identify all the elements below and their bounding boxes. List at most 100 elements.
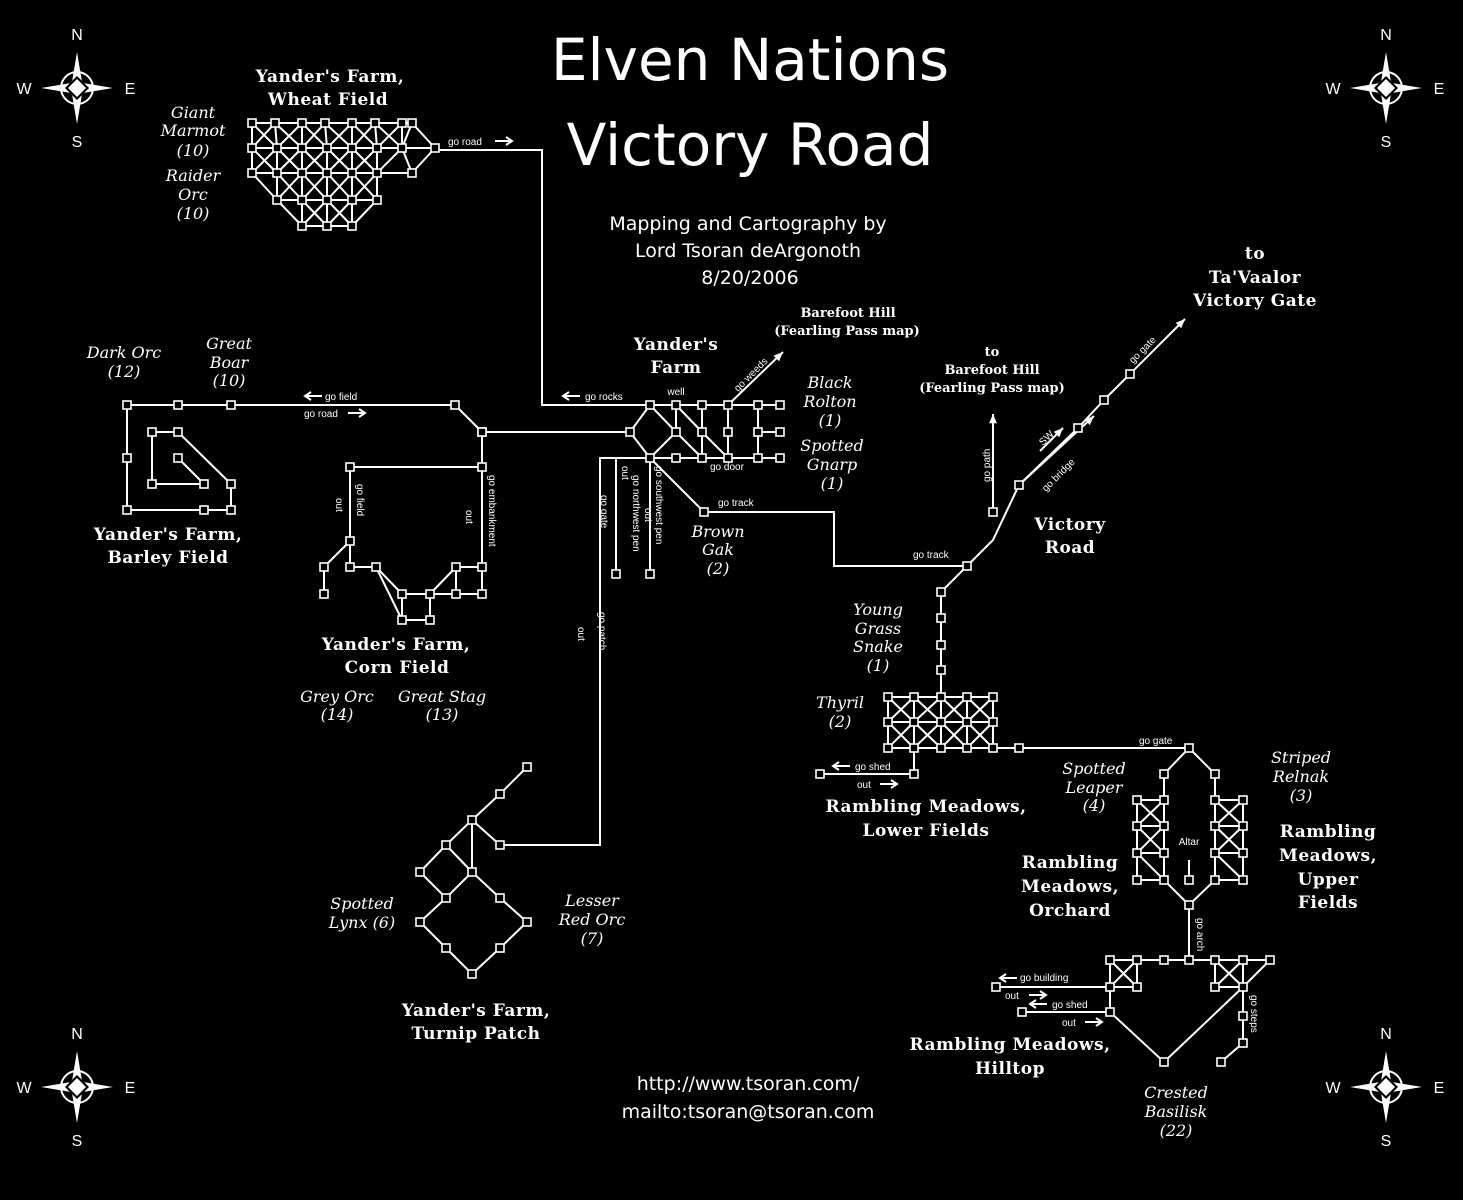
map-room[interactable] — [147, 427, 157, 437]
map-room[interactable] — [247, 118, 257, 128]
map-room[interactable] — [1184, 900, 1194, 910]
map-room[interactable] — [988, 507, 998, 517]
map-room[interactable] — [320, 118, 330, 128]
map-room[interactable] — [441, 943, 451, 953]
map-room[interactable] — [319, 589, 329, 599]
map-room[interactable] — [1238, 875, 1248, 885]
map-room[interactable] — [425, 589, 435, 599]
map-room[interactable] — [322, 195, 332, 205]
map-room[interactable] — [345, 536, 355, 546]
map-room[interactable] — [988, 743, 998, 753]
map-room[interactable] — [415, 867, 425, 877]
map-room[interactable] — [1159, 821, 1169, 831]
map-room[interactable] — [372, 168, 382, 178]
map-room[interactable] — [1099, 395, 1109, 405]
map-room[interactable] — [1132, 955, 1142, 965]
map-room[interactable] — [495, 893, 505, 903]
map-room[interactable] — [1132, 848, 1142, 858]
map-room[interactable] — [345, 462, 355, 472]
map-room[interactable] — [723, 427, 733, 437]
map-room[interactable] — [122, 400, 132, 410]
map-room[interactable] — [407, 168, 417, 178]
map-room[interactable] — [697, 427, 707, 437]
map-room[interactable] — [671, 400, 681, 410]
map-room[interactable] — [226, 400, 236, 410]
map-room[interactable] — [936, 640, 946, 650]
map-room[interactable] — [1238, 1011, 1248, 1021]
map-room[interactable] — [451, 562, 461, 572]
map-room[interactable] — [753, 400, 763, 410]
map-room[interactable] — [883, 717, 893, 727]
map-room[interactable] — [122, 505, 132, 515]
map-room[interactable] — [1238, 795, 1248, 805]
map-room[interactable] — [495, 840, 505, 850]
map-room[interactable] — [1073, 423, 1083, 433]
map-room[interactable] — [1105, 955, 1115, 965]
map-room[interactable] — [297, 195, 307, 205]
map-room[interactable] — [477, 562, 487, 572]
map-room[interactable] — [270, 118, 280, 128]
map-room[interactable] — [1210, 982, 1220, 992]
map-room[interactable] — [397, 118, 407, 128]
map-room[interactable] — [962, 692, 972, 702]
map-room[interactable] — [936, 665, 946, 675]
map-room[interactable] — [611, 569, 621, 579]
map-room[interactable] — [397, 589, 407, 599]
map-room[interactable] — [625, 427, 635, 437]
map-room[interactable] — [936, 613, 946, 623]
map-room[interactable] — [723, 400, 733, 410]
website-link[interactable]: http://www.tsoran.com/ — [637, 1073, 860, 1095]
map-room[interactable] — [430, 143, 440, 153]
map-room[interactable] — [775, 453, 785, 463]
map-room[interactable] — [467, 969, 477, 979]
map-room[interactable] — [477, 462, 487, 472]
map-room[interactable] — [1184, 875, 1194, 885]
map-room[interactable] — [371, 562, 381, 572]
map-room[interactable] — [1125, 369, 1135, 379]
map-room[interactable] — [226, 479, 236, 489]
map-room[interactable] — [753, 453, 763, 463]
map-room[interactable] — [936, 587, 946, 597]
map-room[interactable] — [272, 195, 282, 205]
map-room[interactable] — [272, 143, 282, 153]
map-room[interactable] — [322, 143, 332, 153]
map-room[interactable] — [297, 221, 307, 231]
map-room[interactable] — [522, 917, 532, 927]
map-room[interactable] — [815, 769, 825, 779]
map-room[interactable] — [671, 427, 681, 437]
map-room[interactable] — [441, 893, 451, 903]
map-room[interactable] — [477, 589, 487, 599]
map-room[interactable] — [347, 143, 357, 153]
map-room[interactable] — [1238, 1038, 1248, 1048]
map-room[interactable] — [495, 943, 505, 953]
map-room[interactable] — [753, 427, 763, 437]
map-room[interactable] — [397, 143, 407, 153]
map-room[interactable] — [1105, 1007, 1115, 1017]
map-room[interactable] — [1238, 982, 1248, 992]
map-room[interactable] — [909, 743, 919, 753]
map-room[interactable] — [1184, 743, 1194, 753]
map-room[interactable] — [775, 400, 785, 410]
map-room[interactable] — [988, 692, 998, 702]
map-room[interactable] — [450, 400, 460, 410]
map-room[interactable] — [1238, 848, 1248, 858]
map-room[interactable] — [319, 562, 329, 572]
map-room[interactable] — [372, 195, 382, 205]
map-room[interactable] — [909, 769, 919, 779]
map-room[interactable] — [297, 118, 307, 128]
map-room[interactable] — [347, 221, 357, 231]
map-room[interactable] — [883, 692, 893, 702]
map-room[interactable] — [1159, 769, 1169, 779]
map-room[interactable] — [671, 453, 681, 463]
map-room[interactable] — [1159, 848, 1169, 858]
map-room[interactable] — [272, 168, 282, 178]
map-room[interactable] — [322, 221, 332, 231]
map-room[interactable] — [522, 762, 532, 772]
map-room[interactable] — [991, 982, 1001, 992]
map-room[interactable] — [370, 118, 380, 128]
map-room[interactable] — [247, 143, 257, 153]
map-room[interactable] — [1159, 795, 1169, 805]
map-room[interactable] — [441, 840, 451, 850]
map-room[interactable] — [645, 569, 655, 579]
map-room[interactable] — [1210, 821, 1220, 831]
